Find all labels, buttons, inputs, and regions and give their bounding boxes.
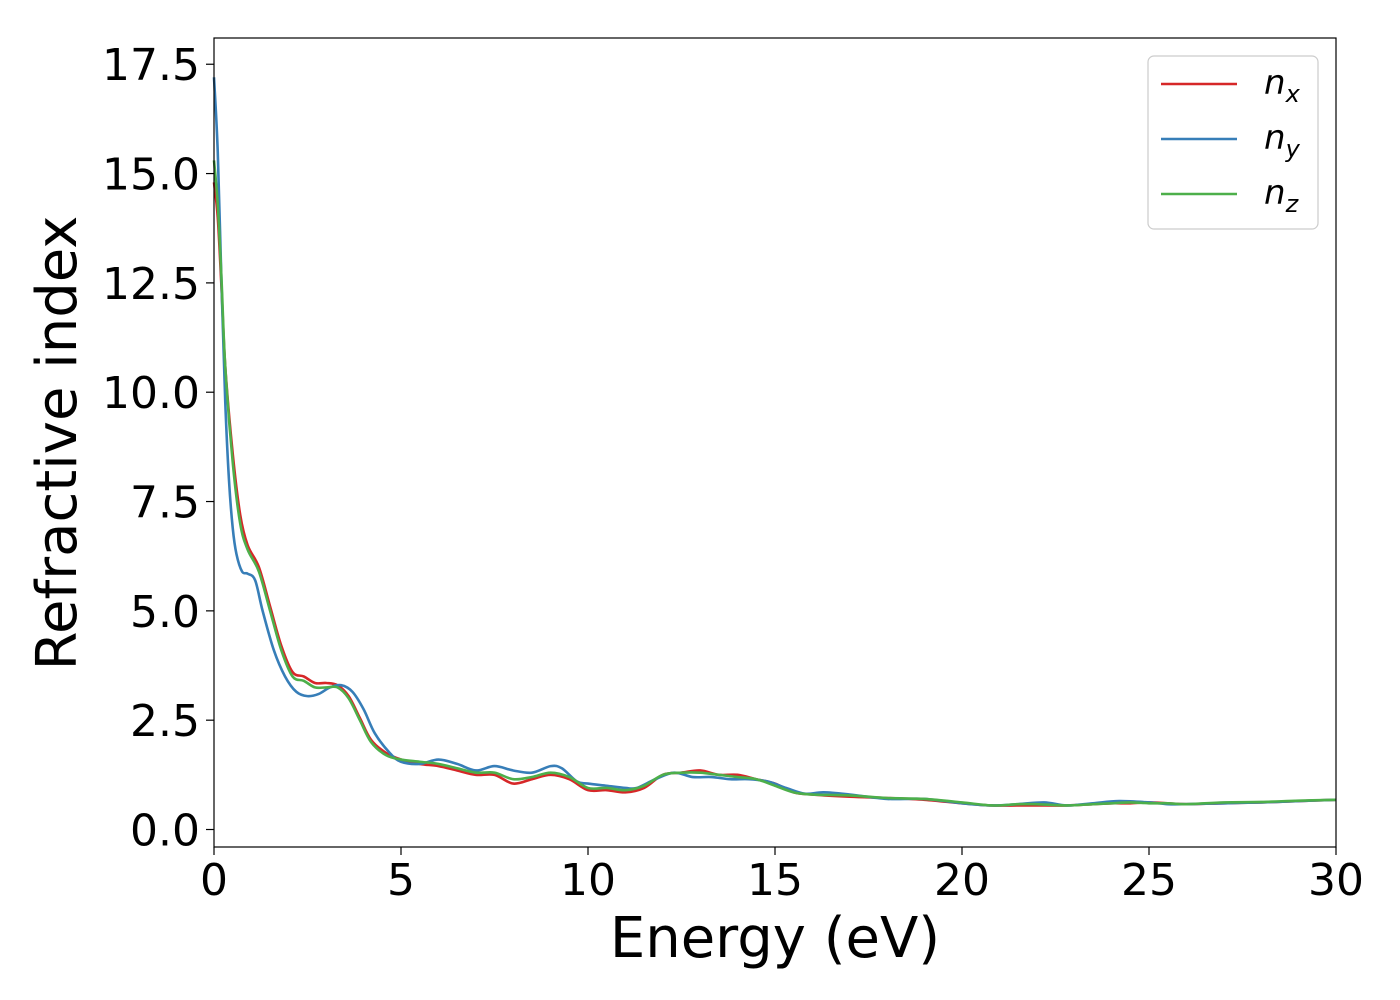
y-tick-label: 5.0 [130, 587, 200, 638]
y-tick-label: 17.5 [102, 40, 200, 91]
x-tick-label: 20 [934, 855, 990, 906]
series-line-nz [212, 160, 1337, 807]
legend-label-ny: ny [1264, 118, 1301, 163]
legend-label-nz: nz [1264, 173, 1300, 218]
series-layer [212, 77, 1337, 807]
legend: nx ny nz [1147, 55, 1319, 230]
y-tick-label: 2.5 [130, 696, 200, 747]
y-axis-label: Refractive index [25, 216, 90, 671]
x-axis-label: Energy (eV) [610, 906, 940, 971]
x-tick-label: 15 [747, 855, 803, 906]
y-axis-ticks: 0.0 2.5 5.0 7.5 10.0 12.5 15.0 17.5 [102, 40, 214, 857]
x-tick-label: 5 [387, 855, 415, 906]
legend-box [1147, 55, 1319, 230]
y-tick-label: 15.0 [102, 150, 200, 201]
y-tick-label: 0.0 [130, 806, 200, 857]
x-tick-label: 30 [1308, 855, 1364, 906]
y-tick-label: 12.5 [102, 259, 200, 310]
series-line-nx [212, 182, 1337, 807]
x-tick-label: 25 [1121, 855, 1177, 906]
x-axis-ticks: 0 5 10 15 20 25 30 [200, 847, 1364, 906]
legend-items: nx ny nz [1161, 63, 1301, 218]
y-tick-label: 10.0 [102, 368, 200, 419]
y-tick-label: 7.5 [130, 478, 200, 529]
legend-label-nx: nx [1264, 63, 1301, 108]
x-tick-label: 10 [560, 855, 616, 906]
x-tick-label: 0 [200, 855, 228, 906]
